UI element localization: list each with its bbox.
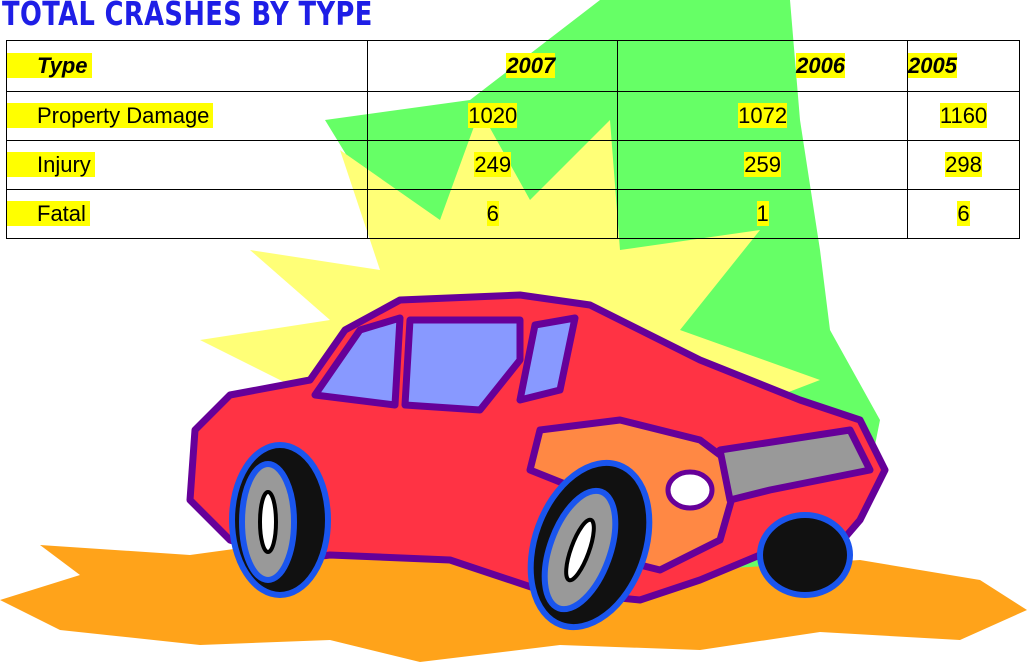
table-cell: 2005 xyxy=(908,41,1020,92)
cell-text: 259 xyxy=(744,152,781,177)
table-cell: 6 xyxy=(368,190,618,239)
header-text: 2006 xyxy=(796,53,845,78)
table-cell: 298 xyxy=(908,141,1020,190)
cell-text: Injury xyxy=(7,152,95,177)
table-row: Fatal 6 1 6 xyxy=(7,190,1020,239)
table-cell: 1160 xyxy=(908,92,1020,141)
header-text: 2005 xyxy=(908,53,957,78)
crash-table: Type 2007 2006 2005 Property Damage 1020 1072 1… xyxy=(6,40,1020,239)
table-cell: 249 xyxy=(368,141,618,190)
table-cell: 2007 xyxy=(368,41,618,92)
title: TOTAL CRASHES BY TYPE xyxy=(2,0,373,33)
table-cell: 1 xyxy=(618,190,908,239)
table-cell: 6 xyxy=(908,190,1020,239)
cell-text: 249 xyxy=(474,152,511,177)
cell-text: 6 xyxy=(957,201,969,226)
table-cell: 259 xyxy=(618,141,908,190)
table-row: Injury 249 259 298 xyxy=(7,141,1020,190)
cell-text: 6 xyxy=(487,201,499,226)
header-row: Type 2007 2006 2005 xyxy=(7,41,1020,92)
headlight xyxy=(668,472,712,508)
cell-text: Fatal xyxy=(7,201,90,226)
table-row: Property Damage 1020 1072 1160 xyxy=(7,92,1020,141)
page: {"title": "TOTAL CRASHES BY TYPE", "tabl… xyxy=(0,0,1027,662)
table-cell: 1020 xyxy=(368,92,618,141)
cell-text: 1 xyxy=(757,201,769,226)
cell-text: 1072 xyxy=(738,103,787,128)
cell-text: Property Damage xyxy=(7,103,213,128)
header-text: Type xyxy=(7,53,92,78)
cell-text: 1020 xyxy=(468,103,517,128)
table-cell: Injury xyxy=(7,141,368,190)
table-cell: 1072 xyxy=(618,92,908,141)
table-cell: Property Damage xyxy=(7,92,368,141)
table-cell: Fatal xyxy=(7,190,368,239)
table-cell: Type xyxy=(7,41,368,92)
cell-text: 1160 xyxy=(940,103,987,128)
cell-text: 298 xyxy=(945,152,982,177)
header-text: 2007 xyxy=(506,53,555,78)
table-cell: 2006 xyxy=(618,41,908,92)
